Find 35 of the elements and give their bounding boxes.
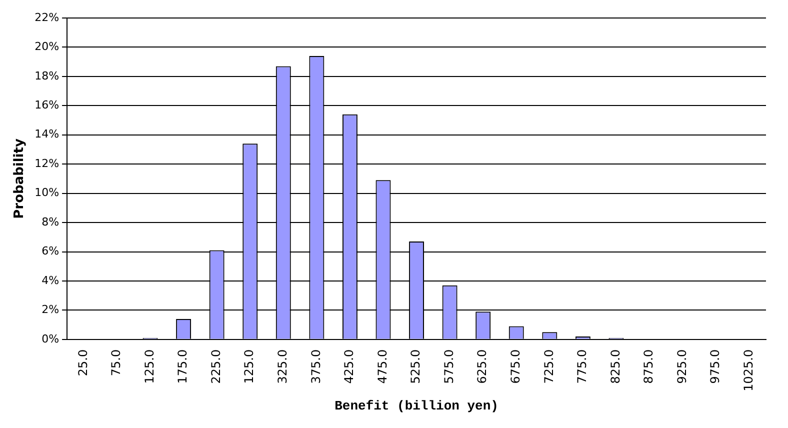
x-tick-label: 475.0: [375, 349, 390, 384]
y-tick-label: 0%: [42, 332, 60, 346]
x-axis-title: Benefit (billion yen): [334, 398, 498, 414]
y-tick-label: 22%: [34, 10, 60, 24]
y-tick-label: 12%: [34, 156, 60, 170]
y-tick-label: 14%: [34, 128, 60, 141]
x-tick-label: 175.0: [176, 349, 190, 384]
x-tick-label: 325.0: [276, 349, 290, 384]
y-tick-label: 10%: [34, 186, 60, 200]
x-tick-label: 975.0: [708, 349, 722, 384]
x-tick-label: 875.0: [642, 349, 656, 384]
y-tick-label: 18%: [34, 69, 60, 82]
y-tick-label: 20%: [34, 40, 60, 54]
y-tick-label: 16%: [34, 98, 60, 112]
x-tick-label: 125.0: [142, 349, 156, 384]
x-tick-label: 575.0: [442, 349, 456, 384]
x-tick-label: 825.0: [608, 349, 622, 384]
y-tick-label: 4%: [42, 274, 60, 287]
x-tick-label: 625.0: [475, 349, 490, 384]
x-tick-label: 425.0: [342, 349, 356, 384]
x-tick-label: 75.0: [109, 349, 124, 376]
y-tick-label: 2%: [42, 303, 60, 316]
x-tick-label: 775.0: [575, 349, 590, 384]
x-tick-label: 925.0: [674, 349, 689, 384]
x-tick-label: 125.0: [242, 349, 256, 384]
x-tick-label: 675.0: [508, 349, 522, 384]
x-tick-label: 225.0: [208, 349, 223, 384]
x-tick-label: 1025.0: [741, 349, 756, 392]
y-tick-label: 8%: [42, 215, 60, 228]
y-axis-title: Probability: [12, 138, 28, 219]
x-tick-label: 25.0: [76, 349, 90, 376]
x-tick-label: 375.0: [308, 349, 323, 384]
x-tick-label: 525.0: [408, 349, 423, 384]
x-tick-label: 725.0: [542, 349, 556, 384]
y-tick-label: 6%: [42, 244, 60, 258]
